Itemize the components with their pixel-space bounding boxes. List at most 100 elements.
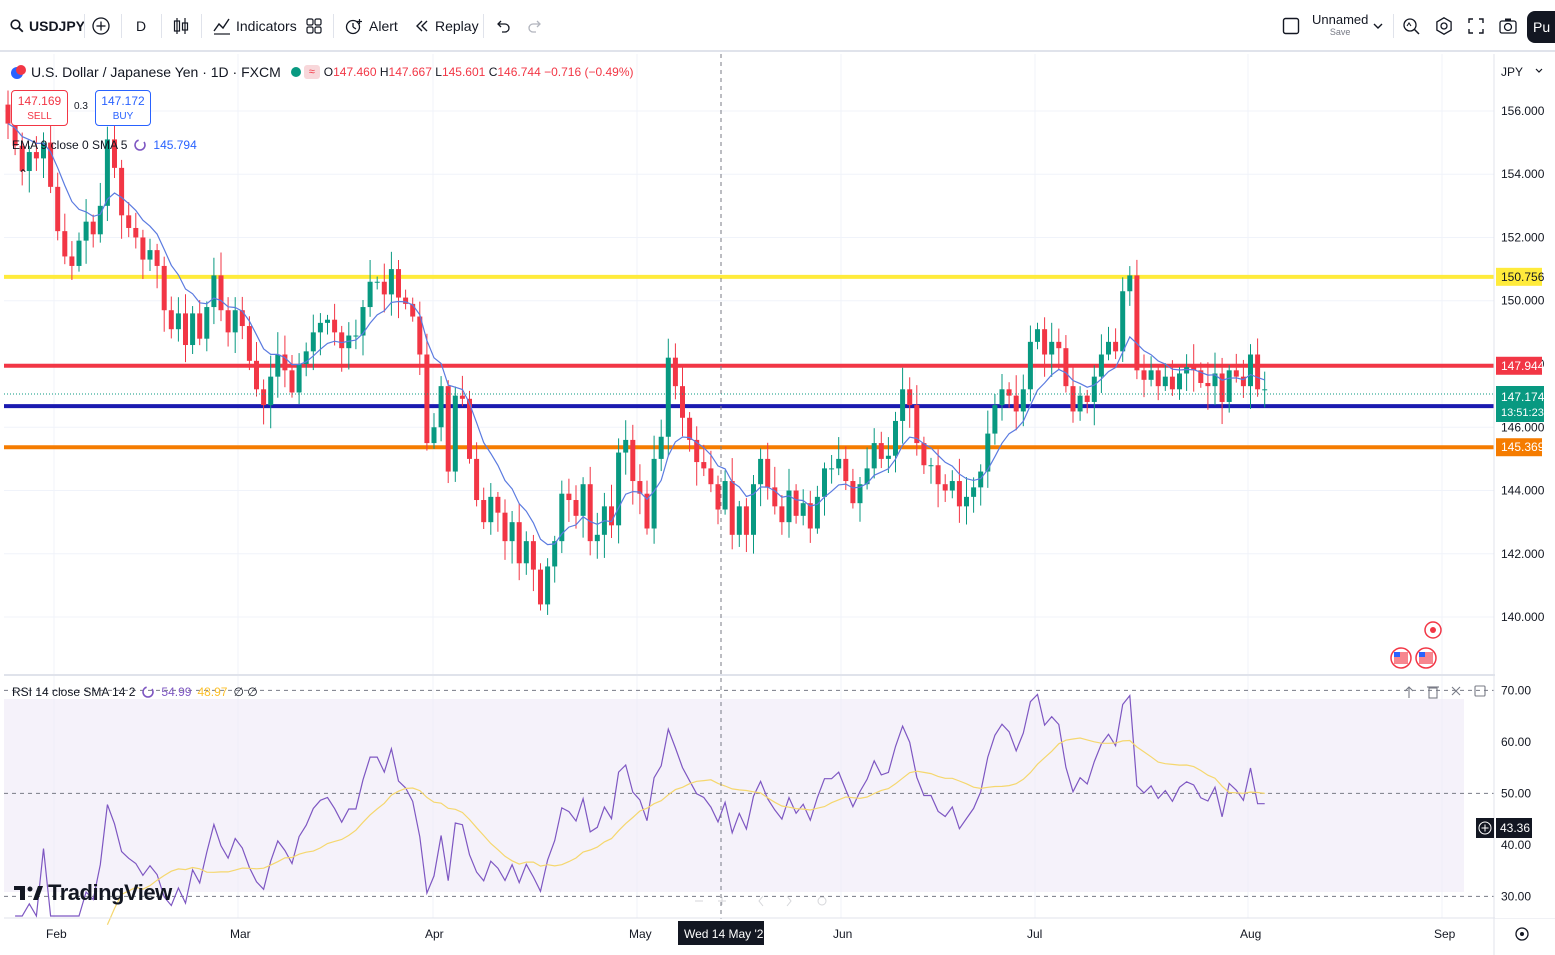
chart-container[interactable]: 156.000154.000152.000150.000148.000146.0… [4,54,1555,955]
interval-button[interactable]: D [136,0,146,52]
indicators-icon [212,16,232,36]
candle-body [708,468,714,485]
layout-checkbox[interactable] [1282,0,1300,52]
fullscreen-button[interactable] [1467,0,1485,52]
quick-search-button[interactable] [1401,0,1421,52]
candle-body [850,481,856,504]
candle-body [467,398,472,459]
reset-icon[interactable] [817,896,827,906]
divider [121,14,122,38]
candle-body [374,281,380,283]
plus-circle-icon[interactable] [1478,821,1492,835]
candle-body [97,205,103,235]
move-pane-up-button[interactable] [1404,686,1414,698]
snapshot-button[interactable] [1498,0,1518,52]
candle-body [325,319,330,323]
candle-body [530,541,536,570]
time-tick-label: Feb [46,927,67,941]
price-axis[interactable] [1495,54,1555,918]
undo-icon [494,17,512,35]
maximize-pane-button[interactable] [1474,685,1486,697]
market-status-icon[interactable] [290,67,301,77]
candle-body [793,490,799,516]
symbol-legend[interactable]: U.S. Dollar / Japanese Yen · 1D · FXCM ≈… [10,62,634,82]
candle-body [218,275,224,311]
chevron-right-icon[interactable] [786,895,792,907]
level-label-bg [1496,267,1542,286]
candle-body [119,167,125,216]
candle-body [609,506,614,526]
candle-body [552,541,558,567]
candle-body [672,357,678,387]
rsi-axis-ticks: 70.00 60.00 50.00 40.00 30.00 [1501,683,1531,903]
candle-body [90,221,96,235]
candle-body [488,496,494,523]
indicators-button[interactable]: Indicators [212,0,297,52]
candle-body [1233,370,1239,377]
collapse-legend-button[interactable]: ⌃ [14,165,32,183]
chart-type-button[interactable] [172,0,190,52]
rsi-extra-values: ∅ ∅ [233,685,258,699]
divider [1393,14,1394,38]
candle-body [1098,354,1104,377]
candle-body [1006,389,1012,396]
grid-icon [305,17,323,35]
candle-body [665,357,671,437]
candle-body [637,481,643,494]
rsi-tick-label: 50.00 [1501,786,1531,800]
candle-body [772,487,778,507]
publish-button[interactable]: Pu [1527,11,1555,43]
delete-pane-button[interactable] [1427,686,1439,699]
wave-icon[interactable]: ≈ [303,65,320,79]
compare-add-button[interactable] [91,0,111,52]
candle-body [268,376,274,406]
candle-body [814,496,820,529]
economic-events[interactable] [1390,621,1442,669]
buy-button[interactable]: 147.172 BUY [95,90,151,126]
candle-body [289,370,295,393]
candle-body [765,458,771,488]
rsi-legend[interactable]: RSI 14 close SMA 14 2 54.99 48.97 ∅ ∅ [12,685,258,699]
us-flag-canton [1394,652,1400,657]
candle-body [580,484,586,516]
loading-icon [141,685,155,699]
axis-settings-button[interactable] [1515,927,1529,941]
candle-body [396,269,401,298]
undo-button[interactable] [494,0,512,52]
templates-button[interactable] [305,0,323,52]
rsi-pane-controls [1404,685,1486,699]
chart-canvas[interactable]: 156.000154.000152.000150.000148.000146.0… [4,54,1555,955]
chevron-left-icon[interactable] [758,895,764,907]
alert-button[interactable]: Alert [344,0,398,52]
redo-button[interactable] [526,0,544,52]
candle-body [367,281,373,308]
rsi-tick-label: 70.00 [1501,683,1531,697]
symbol-search[interactable]: USDJPY [10,0,85,52]
layout-name-button[interactable]: Unnamed Save [1312,0,1368,52]
ema-legend[interactable]: EMA 9 close 0 SMA 5 145.794 [12,138,197,152]
candle-body [317,322,323,333]
candle-body [523,541,529,564]
candle-body [140,237,146,260]
chevron-down-icon [1535,68,1543,73]
candle-body [360,307,366,336]
currency-selector[interactable]: JPY [1501,65,1543,79]
divider [333,14,334,38]
layout-dropdown[interactable] [1372,0,1384,52]
candle-body [254,360,259,390]
candle-body [964,496,969,507]
event-marker-dot [1430,627,1436,633]
replay-button[interactable]: Replay [414,0,479,52]
buy-price: 147.172 [101,94,145,108]
candle-body [275,354,281,377]
candle-body [197,313,203,339]
candle-body [857,484,863,504]
settings-button[interactable] [1434,0,1454,52]
price-tick-label: 150.000 [1501,294,1545,308]
candle-body [1148,370,1154,380]
candle-body [424,354,430,444]
candle-body [76,240,82,266]
collapse-pane-button[interactable] [1451,686,1461,696]
sell-button[interactable]: 147.169 SELL [11,90,68,126]
candle-body [1091,376,1097,402]
